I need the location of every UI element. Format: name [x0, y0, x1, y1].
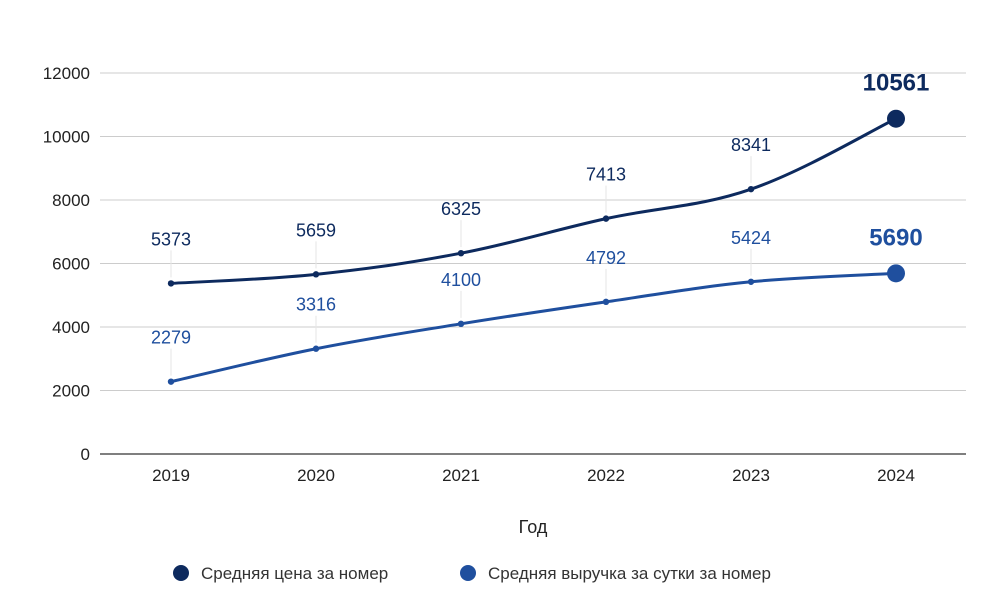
x-axis-title: Год	[519, 517, 548, 537]
x-tick-label: 2020	[297, 466, 335, 485]
y-tick-label: 12000	[43, 64, 90, 83]
data-point	[457, 249, 465, 257]
x-tick-label: 2021	[442, 466, 480, 485]
data-label: 7413	[586, 165, 626, 185]
y-tick-label: 10000	[43, 128, 90, 147]
data-point	[747, 278, 755, 285]
x-tick-label: 2019	[152, 466, 190, 485]
data-label-highlight: 10561	[863, 70, 930, 97]
data-label: 2279	[151, 328, 191, 348]
data-label: 5659	[296, 220, 336, 240]
y-tick-label: 8000	[52, 191, 90, 210]
grid-lines	[100, 72, 966, 455]
data-label: 3316	[296, 295, 336, 315]
data-point	[167, 280, 175, 287]
data-point	[312, 345, 320, 352]
series-line-1	[169, 117, 898, 285]
highlight-point	[887, 264, 905, 283]
y-tick-label: 4000	[52, 318, 90, 337]
legend-swatch	[460, 565, 476, 581]
x-tick-label: 2023	[732, 466, 770, 485]
data-label: 4100	[441, 270, 481, 290]
highlight-point	[887, 109, 905, 128]
axes: 0 2000 4000 6000 8000 10000 12000 2019 2020 2021 2…	[43, 64, 915, 485]
legend-label: Средняя цена за номер	[201, 564, 388, 583]
legend: Средняя цена за номер Средняя выручка за …	[173, 564, 771, 583]
y-tick-label: 0	[81, 445, 90, 464]
data-point	[602, 298, 610, 306]
series-line-2	[169, 271, 898, 384]
data-label: 5373	[151, 229, 191, 249]
series-lines	[167, 109, 905, 385]
data-label: 8341	[731, 135, 771, 155]
data-point	[167, 378, 175, 385]
legend-label: Средняя выручка за сутки за номер	[488, 564, 771, 583]
data-point	[312, 271, 320, 278]
data-label: 6325	[441, 199, 481, 219]
data-labels: 5373 5659 6325 7413 8341 10561 2279 3316 4100 479…	[151, 70, 929, 376]
data-point	[747, 185, 755, 193]
data-label-highlight: 5690	[869, 224, 922, 251]
x-tick-label: 2022	[587, 466, 625, 485]
data-point	[457, 320, 465, 328]
data-label: 5424	[731, 228, 771, 248]
data-label: 4792	[586, 248, 626, 268]
legend-swatch	[173, 565, 189, 581]
x-tick-label: 2024	[877, 466, 915, 485]
y-tick-label: 6000	[52, 255, 90, 274]
data-point	[602, 215, 610, 222]
y-tick-label: 2000	[52, 382, 90, 401]
